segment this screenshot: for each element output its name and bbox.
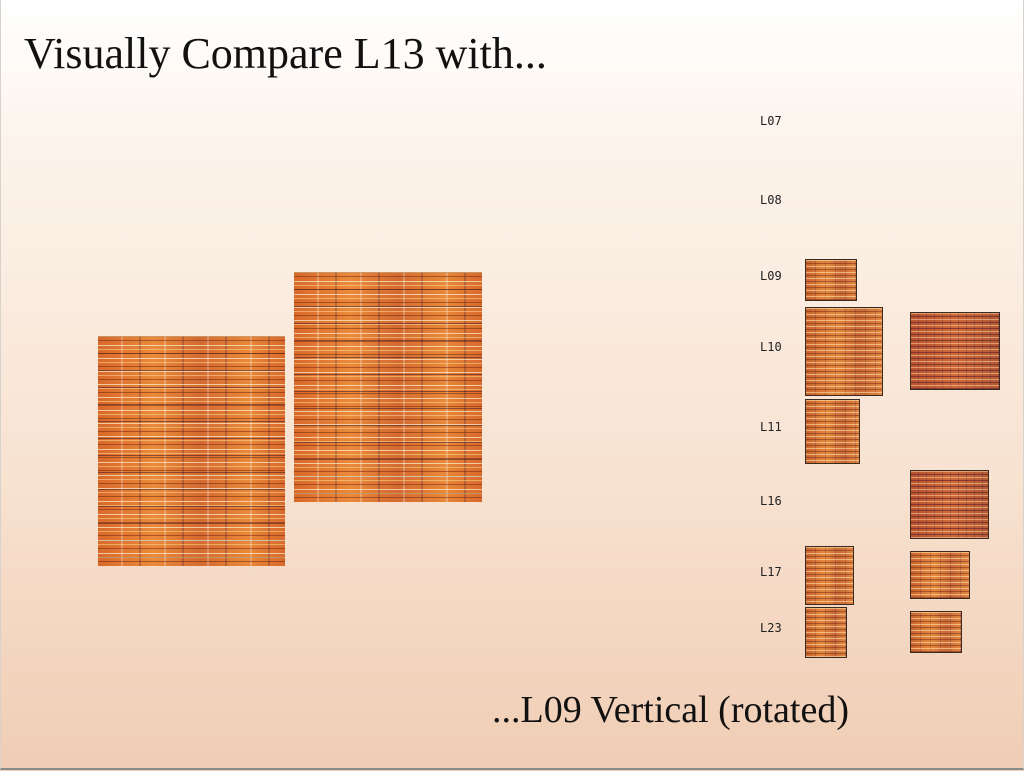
thumbnail-l17-a bbox=[805, 546, 854, 605]
slide-subtitle: ...L09 Vertical (rotated) bbox=[492, 689, 849, 731]
thumbnail-l17-b bbox=[910, 551, 970, 599]
row-label-l09: L09 bbox=[760, 269, 782, 283]
row-label-l17: L17 bbox=[760, 565, 782, 579]
thumbnail-l16-b bbox=[910, 470, 989, 539]
thumbnail-l23-a bbox=[805, 607, 847, 658]
row-label-l16: L16 bbox=[760, 494, 782, 508]
row-label-l11: L11 bbox=[760, 420, 782, 434]
row-label-l08: L08 bbox=[760, 193, 782, 207]
slide-title: Visually Compare L13 with... bbox=[24, 29, 547, 78]
row-label-l23: L23 bbox=[760, 621, 782, 635]
l13-texture-image-right bbox=[294, 272, 482, 502]
thumbnail-l10-a bbox=[805, 307, 883, 396]
thumbnail-l10-b bbox=[910, 312, 1000, 390]
thumbnail-l23-b bbox=[910, 611, 962, 653]
l13-texture-image-left bbox=[98, 336, 285, 566]
row-label-l07: L07 bbox=[760, 114, 782, 128]
thumbnail-l09-a bbox=[805, 259, 857, 301]
thumbnail-l11-a bbox=[805, 399, 860, 464]
row-label-l10: L10 bbox=[760, 340, 782, 354]
